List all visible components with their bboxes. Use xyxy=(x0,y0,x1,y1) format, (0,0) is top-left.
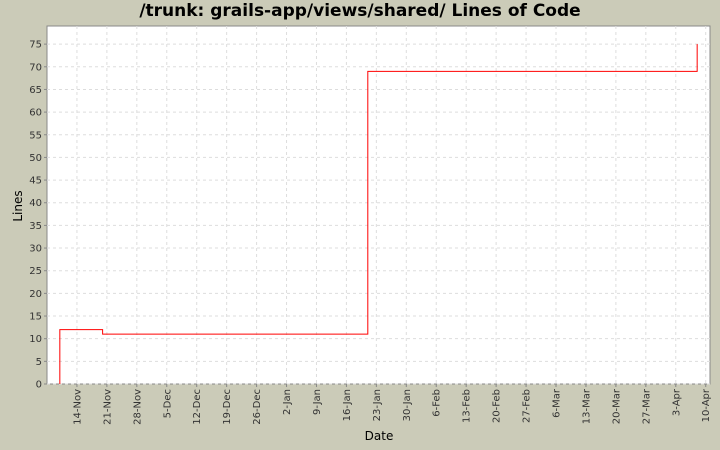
x-tick-label: 14-Nov xyxy=(72,389,83,425)
x-tick-label: 5-Dec xyxy=(162,389,173,418)
x-tick-label: 9-Jan xyxy=(312,389,323,415)
x-tick-label: 26-Dec xyxy=(252,389,263,425)
x-tick-label: 19-Dec xyxy=(222,389,233,425)
y-tick-label: 50 xyxy=(29,153,42,164)
y-tick-label: 60 xyxy=(29,108,42,119)
x-tick-label: 6-Mar xyxy=(552,388,563,418)
y-tick-label: 55 xyxy=(29,130,42,141)
x-tick-label: 27-Feb xyxy=(522,389,533,423)
y-axis-label: Lines xyxy=(11,190,25,221)
x-tick-label: 23-Jan xyxy=(372,389,383,421)
x-axis-label: Date xyxy=(365,429,394,443)
y-tick-label: 70 xyxy=(29,62,42,73)
x-tick-label: 6-Feb xyxy=(432,389,443,417)
x-tick-label: 3-Apr xyxy=(671,388,682,416)
x-tick-label: 21-Nov xyxy=(102,389,113,425)
y-tick-label: 30 xyxy=(29,244,42,255)
y-tick-label: 65 xyxy=(29,85,42,96)
x-tick-label: 28-Nov xyxy=(132,389,143,425)
plot-area xyxy=(46,25,711,385)
y-tick-label: 45 xyxy=(29,176,42,187)
x-tick-label: 20-Mar xyxy=(611,388,622,424)
series-line xyxy=(59,44,698,384)
y-tick-label: 10 xyxy=(29,334,42,345)
x-tick-label: 13-Mar xyxy=(581,388,592,424)
y-tick-label: 5 xyxy=(36,357,42,368)
y-tick-label: 40 xyxy=(29,198,42,209)
y-tick-label: 15 xyxy=(29,312,42,323)
x-tick-label: 20-Feb xyxy=(492,389,503,423)
y-tick-label: 75 xyxy=(29,40,42,51)
y-tick-label: 25 xyxy=(29,266,42,277)
x-tick-label: 16-Jan xyxy=(342,389,353,421)
chart-title: /trunk: grails-app/views/shared/ Lines o… xyxy=(139,1,581,21)
x-tick-label: 12-Dec xyxy=(192,389,203,425)
x-tick-label: 2-Jan xyxy=(282,389,293,415)
x-tick-label: 30-Jan xyxy=(402,389,413,421)
y-tick-label: 20 xyxy=(29,289,42,300)
x-tick-label: 13-Feb xyxy=(462,389,473,423)
x-tick-label: 27-Mar xyxy=(641,388,652,424)
y-tick-label: 35 xyxy=(29,221,42,232)
x-tick-label: 10-Apr xyxy=(701,388,712,422)
y-tick-label: 0 xyxy=(36,380,42,391)
